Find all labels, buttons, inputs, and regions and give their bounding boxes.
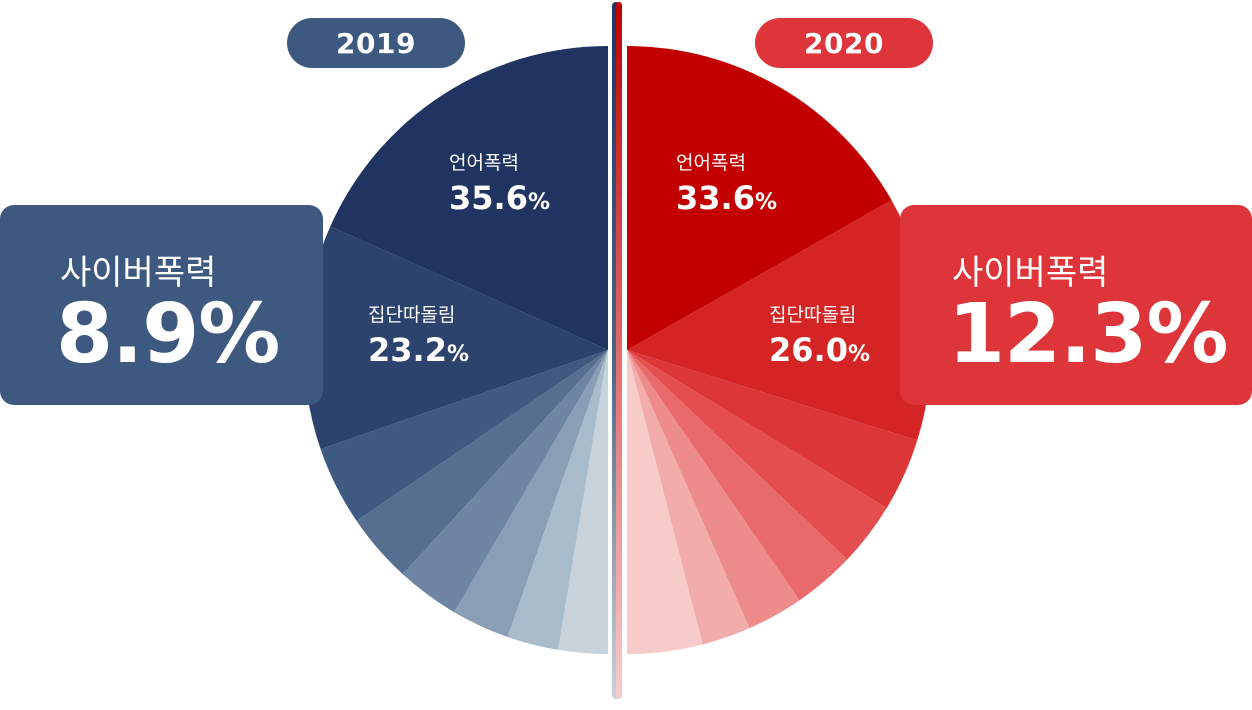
slice-label-2019-ostracism: 집단따돌림 23.2% xyxy=(368,304,469,369)
headline-2019: 사이버폭력 8.9% xyxy=(0,205,323,405)
slice-label-2020-ostracism: 집단따돌림 26.0% xyxy=(769,304,870,369)
headline-2020: 사이버폭력 12.3% xyxy=(900,205,1252,405)
pie-2019-slice-4 xyxy=(402,350,608,613)
pie-2020-slice-5 xyxy=(627,350,800,629)
pie-2020-slice-6 xyxy=(627,350,750,645)
pie-2020-slice-4 xyxy=(627,350,848,601)
headline-2019-value: 8.9% xyxy=(56,287,280,382)
pie-2019-slice-1 xyxy=(303,226,608,449)
pie-2019-slice-0 xyxy=(330,46,608,350)
divider-right xyxy=(616,2,622,699)
slice-label-2020-verbal: 언어폭력 33.6% xyxy=(676,152,777,217)
pie-2019-slice-7 xyxy=(558,350,608,654)
pie-2020-slice-2 xyxy=(627,350,918,509)
year-pill-2020: 2020 xyxy=(755,18,933,68)
slice-value-2020-ostracism: 26.0 xyxy=(769,331,848,369)
pie-2020-slice-7 xyxy=(627,350,703,654)
pie-2019-slice-5 xyxy=(454,350,608,637)
headline-2020-label: 사이버폭력 xyxy=(952,253,1109,293)
pie-2019-slices xyxy=(303,46,608,654)
headline-2019-label: 사이버폭력 xyxy=(60,253,217,293)
slice-value-2020-verbal: 33.6 xyxy=(676,179,755,217)
pie-2020-slice-3 xyxy=(627,350,887,560)
pie-2019-slice-3 xyxy=(356,350,608,575)
headline-2020-value: 12.3% xyxy=(948,287,1228,382)
pie-2019-slice-6 xyxy=(507,350,608,650)
slice-label-2019-verbal: 언어폭력 35.6% xyxy=(449,152,550,217)
pie-2020-slice-1 xyxy=(627,200,932,441)
year-pill-2019: 2019 xyxy=(287,18,465,68)
pie-2020-slices xyxy=(627,46,932,654)
pie-2019-slice-2 xyxy=(320,350,608,521)
slice-value-2019-verbal: 35.6 xyxy=(449,179,528,217)
slice-value-2019-ostracism: 23.2 xyxy=(368,331,447,369)
pie-2020-slice-0 xyxy=(627,46,892,350)
